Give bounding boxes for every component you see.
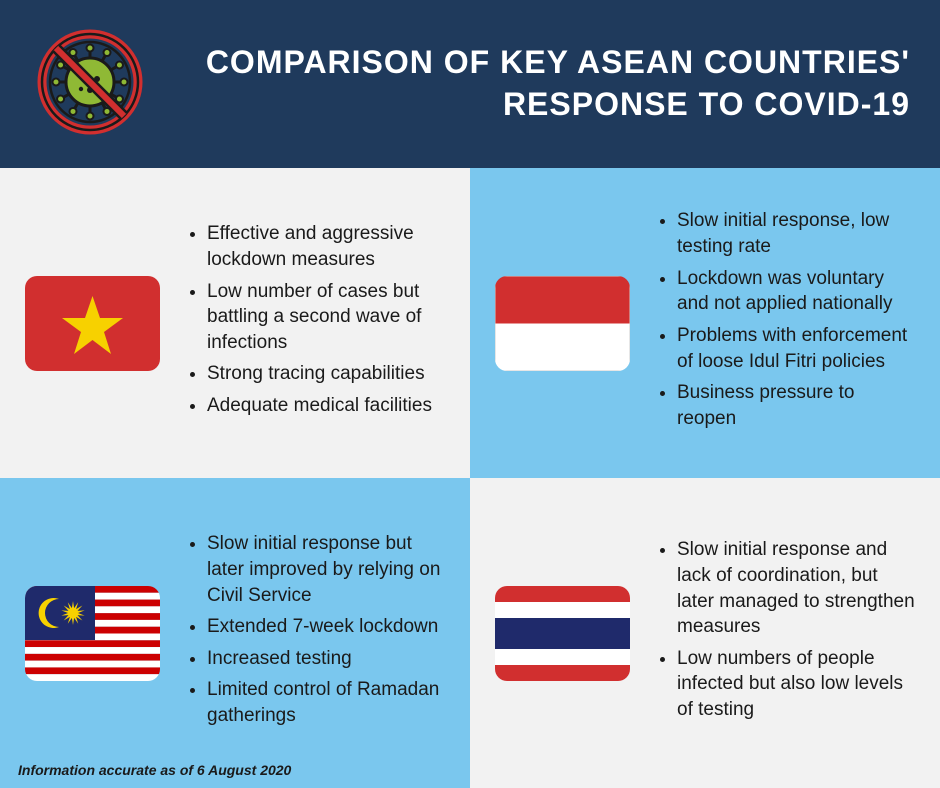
bullet-item: Adequate medical facilities: [207, 393, 445, 419]
bullet-item: Problems with enforcement of loose Idul …: [677, 323, 915, 374]
flag-vietnam: [25, 276, 160, 371]
panel-malaysia: Slow initial response but later improved…: [0, 478, 470, 788]
footer-note: Information accurate as of 6 August 2020: [18, 762, 291, 778]
no-virus-icon: [30, 22, 150, 147]
bullet-item: Slow initial response, low testing rate: [677, 208, 915, 259]
bullet-item: Effective and aggressive lockdown measur…: [207, 221, 445, 272]
bullet-item: Low numbers of people infected but also …: [677, 646, 915, 723]
bullet-item: Limited control of Ramadan gatherings: [207, 677, 445, 728]
panel-indonesia: Slow initial response, low testing rate L…: [470, 168, 940, 478]
country-grid: Effective and aggressive lockdown measur…: [0, 168, 940, 788]
bullets-vietnam: Effective and aggressive lockdown measur…: [185, 221, 445, 424]
bullet-item: Slow initial response and lack of coordi…: [677, 537, 915, 640]
bullet-item: Low number of cases but battling a secon…: [207, 279, 445, 356]
flag-indonesia: [495, 276, 630, 371]
flag-malaysia: [25, 586, 160, 681]
bullet-item: Extended 7-week lockdown: [207, 614, 445, 640]
header: Comparison of key ASEAN countries' respo…: [0, 0, 940, 168]
bullets-thailand: Slow initial response and lack of coordi…: [655, 537, 915, 728]
bullet-item: Strong tracing capabilities: [207, 361, 445, 387]
bullet-item: Slow initial response but later improved…: [207, 531, 445, 608]
page-title: Comparison of key ASEAN countries' respo…: [170, 42, 910, 125]
panel-thailand: Slow initial response and lack of coordi…: [470, 478, 940, 788]
bullets-indonesia: Slow initial response, low testing rate L…: [655, 208, 915, 437]
bullets-malaysia: Slow initial response but later improved…: [185, 531, 445, 734]
flag-thailand: [495, 586, 630, 681]
panel-vietnam: Effective and aggressive lockdown measur…: [0, 168, 470, 478]
bullet-item: Increased testing: [207, 646, 445, 672]
bullet-item: Lockdown was voluntary and not applied n…: [677, 266, 915, 317]
bullet-item: Business pressure to reopen: [677, 380, 915, 431]
